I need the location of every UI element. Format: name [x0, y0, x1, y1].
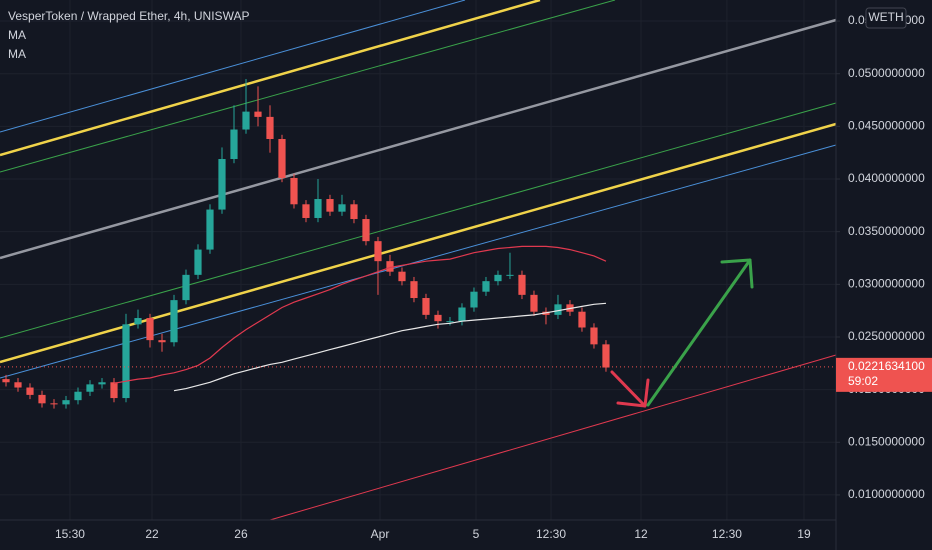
x-tick-label: 19 — [797, 527, 811, 541]
x-tick-label: 12 — [634, 527, 648, 541]
candle-body — [170, 300, 178, 343]
y-tick-label: 0.0150000000 — [848, 434, 925, 448]
arrow-up — [646, 258, 754, 407]
candle-body — [506, 274, 514, 276]
last-price-label: 0.0221634100 — [848, 359, 925, 373]
candle-body — [578, 311, 586, 328]
marks — [0, 78, 836, 409]
y-tick-label: 0.0100000000 — [848, 487, 925, 501]
last-price-box — [836, 357, 932, 392]
x-tick-label: 22 — [145, 527, 159, 541]
candle-body — [350, 204, 358, 220]
x-tick-label: Apr — [371, 527, 390, 541]
candle-body — [278, 139, 286, 178]
candle-body — [194, 249, 202, 275]
trend-line — [0, 0, 466, 133]
candle-body — [146, 318, 154, 341]
candle-body — [218, 159, 226, 210]
candle-body — [182, 274, 190, 301]
candle-body — [302, 204, 310, 218]
indicator-label: MA — [8, 28, 26, 42]
candle-body — [134, 318, 142, 325]
candle-body — [98, 382, 106, 385]
candle-body — [458, 307, 466, 322]
x-tick-label: 26 — [234, 527, 248, 541]
candle-body — [554, 304, 562, 315]
indicator-label: MA — [8, 47, 26, 61]
y-tick-label: 0.0500000000 — [848, 66, 925, 80]
x-tick-label: 15:30 — [55, 527, 85, 541]
candle-body — [518, 274, 526, 295]
candle-body — [410, 281, 418, 299]
trend-line — [0, 18, 837, 260]
candle-body — [50, 403, 58, 405]
y-tick-label: 0.0350000000 — [848, 224, 925, 238]
candle-body — [206, 209, 214, 250]
candle-body — [494, 274, 502, 282]
moving-average — [113, 245, 607, 384]
chart-title: VesperToken / Wrapped Ether, 4h, UNISWAP — [8, 9, 249, 23]
candle-body — [602, 344, 610, 368]
x-tick-label: 12:30 — [712, 527, 742, 541]
candle-body — [446, 321, 454, 323]
candle-body — [362, 219, 370, 242]
candle-body — [14, 382, 22, 388]
candle-body — [2, 379, 10, 383]
currency-badge[interactable]: WETH — [868, 10, 903, 24]
candle-body — [254, 111, 262, 117]
candle-body — [326, 199, 334, 212]
trend-line — [0, 0, 541, 157]
candle-body — [122, 324, 130, 399]
arrows — [610, 258, 754, 408]
candle-body — [374, 241, 382, 262]
candle-body — [338, 204, 346, 212]
candle-body — [62, 400, 70, 405]
countdown: 59:02 — [848, 374, 878, 388]
x-tick-label: 5 — [473, 527, 480, 541]
trend-line — [0, 102, 837, 339]
candle-body — [398, 271, 406, 282]
moving-average — [173, 302, 607, 392]
trend-line — [0, 144, 837, 379]
candle-body — [26, 387, 34, 395]
y-tick-label: 0.0400000000 — [848, 171, 925, 185]
candle-body — [422, 298, 430, 315]
candle-body — [242, 111, 250, 130]
x-tick-label: 12:30 — [536, 527, 566, 541]
trend-line — [0, 0, 616, 173]
y-tick-label: 0.0250000000 — [848, 329, 925, 343]
candle-body — [290, 177, 298, 205]
candle-body — [314, 199, 322, 218]
candle-body — [86, 384, 94, 392]
candle-body — [482, 281, 490, 292]
candle-body — [38, 394, 46, 404]
arrow-down — [610, 370, 650, 408]
y-tick-label: 0.0300000000 — [848, 276, 925, 290]
trend-line — [269, 354, 837, 521]
candle-body — [590, 327, 598, 345]
candle-body — [434, 314, 442, 322]
candle-body — [386, 261, 394, 272]
candle-body — [110, 382, 118, 399]
candle-body — [158, 340, 166, 343]
candle-body — [470, 291, 478, 308]
candle-body — [530, 294, 538, 312]
candle-body — [230, 129, 238, 160]
candle-body — [74, 391, 82, 401]
y-tick-label: 0.0450000000 — [848, 119, 925, 133]
candle-body — [266, 116, 274, 140]
currency-badge-box[interactable] — [865, 7, 907, 29]
